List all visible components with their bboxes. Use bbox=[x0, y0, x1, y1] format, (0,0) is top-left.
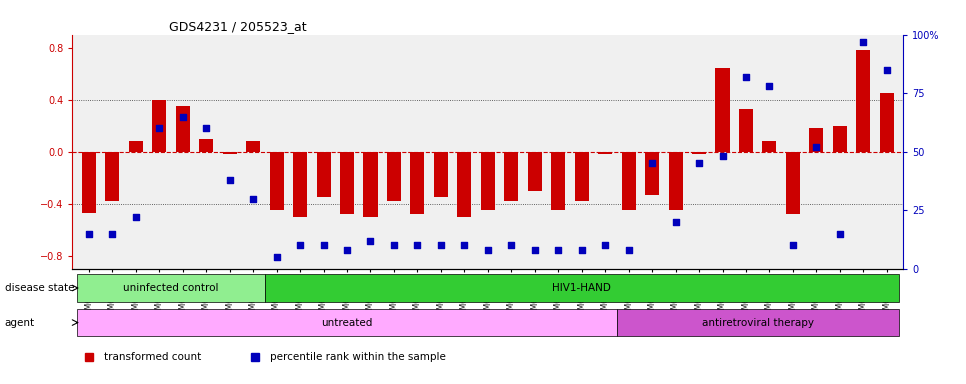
Point bbox=[222, 177, 238, 183]
Bar bbox=[222, 152, 237, 154]
Point bbox=[198, 125, 213, 131]
Bar bbox=[617, 309, 898, 336]
Point bbox=[551, 247, 566, 253]
Point bbox=[128, 214, 144, 220]
Bar bbox=[317, 152, 330, 197]
Point bbox=[762, 83, 778, 89]
Point bbox=[316, 242, 331, 248]
Point bbox=[152, 125, 167, 131]
Point bbox=[104, 230, 120, 237]
Bar bbox=[199, 139, 213, 152]
Point bbox=[738, 74, 753, 80]
Bar bbox=[82, 152, 96, 213]
Point bbox=[715, 153, 730, 159]
Text: transformed count: transformed count bbox=[104, 352, 201, 362]
Bar bbox=[77, 309, 617, 336]
Point bbox=[644, 161, 660, 167]
Point bbox=[879, 67, 895, 73]
Point bbox=[386, 242, 402, 248]
Bar bbox=[176, 106, 189, 152]
Point bbox=[692, 161, 707, 167]
Bar bbox=[153, 99, 166, 152]
Bar bbox=[270, 152, 284, 210]
Text: agent: agent bbox=[5, 318, 35, 328]
Point bbox=[245, 195, 261, 202]
Point bbox=[363, 238, 379, 244]
Bar bbox=[739, 109, 753, 152]
Bar bbox=[786, 152, 800, 214]
Text: untreated: untreated bbox=[322, 318, 373, 328]
Bar bbox=[265, 274, 898, 302]
Point bbox=[480, 247, 496, 253]
Bar bbox=[621, 152, 636, 210]
Point bbox=[809, 144, 824, 150]
Bar bbox=[668, 152, 683, 210]
Point bbox=[621, 247, 637, 253]
Point bbox=[293, 242, 308, 248]
Bar bbox=[387, 152, 401, 201]
Point bbox=[175, 114, 190, 120]
Bar bbox=[457, 152, 471, 217]
Bar bbox=[363, 152, 378, 217]
Bar bbox=[880, 93, 894, 152]
Bar bbox=[575, 152, 588, 201]
Bar bbox=[645, 152, 659, 195]
Text: HIV1-HAND: HIV1-HAND bbox=[553, 283, 611, 293]
Bar bbox=[856, 50, 870, 152]
Point bbox=[457, 242, 472, 248]
Point bbox=[433, 242, 448, 248]
Text: uninfected control: uninfected control bbox=[124, 283, 218, 293]
Bar bbox=[128, 141, 143, 152]
Text: disease state: disease state bbox=[5, 283, 74, 293]
Bar bbox=[527, 152, 542, 191]
Text: GDS4231 / 205523_at: GDS4231 / 205523_at bbox=[169, 20, 306, 33]
Bar bbox=[340, 152, 355, 214]
Bar bbox=[481, 152, 495, 210]
Bar bbox=[434, 152, 448, 197]
Bar bbox=[598, 152, 612, 154]
Bar bbox=[504, 152, 519, 201]
Bar bbox=[692, 152, 706, 154]
Bar bbox=[833, 126, 847, 152]
Point bbox=[269, 254, 284, 260]
Point bbox=[785, 242, 801, 248]
Bar bbox=[77, 274, 265, 302]
Point bbox=[574, 247, 589, 253]
Point bbox=[81, 230, 97, 237]
Point bbox=[597, 242, 612, 248]
Point bbox=[668, 219, 683, 225]
Bar bbox=[810, 128, 823, 152]
Point bbox=[503, 242, 519, 248]
Bar bbox=[105, 152, 120, 201]
Text: percentile rank within the sample: percentile rank within the sample bbox=[270, 352, 446, 362]
Bar bbox=[246, 141, 260, 152]
Text: antiretroviral therapy: antiretroviral therapy bbox=[701, 318, 813, 328]
Bar bbox=[411, 152, 424, 214]
Bar bbox=[552, 152, 565, 210]
Point bbox=[410, 242, 425, 248]
Point bbox=[339, 247, 355, 253]
Bar bbox=[716, 68, 729, 152]
Bar bbox=[293, 152, 307, 217]
Point bbox=[527, 247, 543, 253]
Point bbox=[856, 38, 871, 45]
Point bbox=[832, 230, 847, 237]
Bar bbox=[762, 141, 777, 152]
